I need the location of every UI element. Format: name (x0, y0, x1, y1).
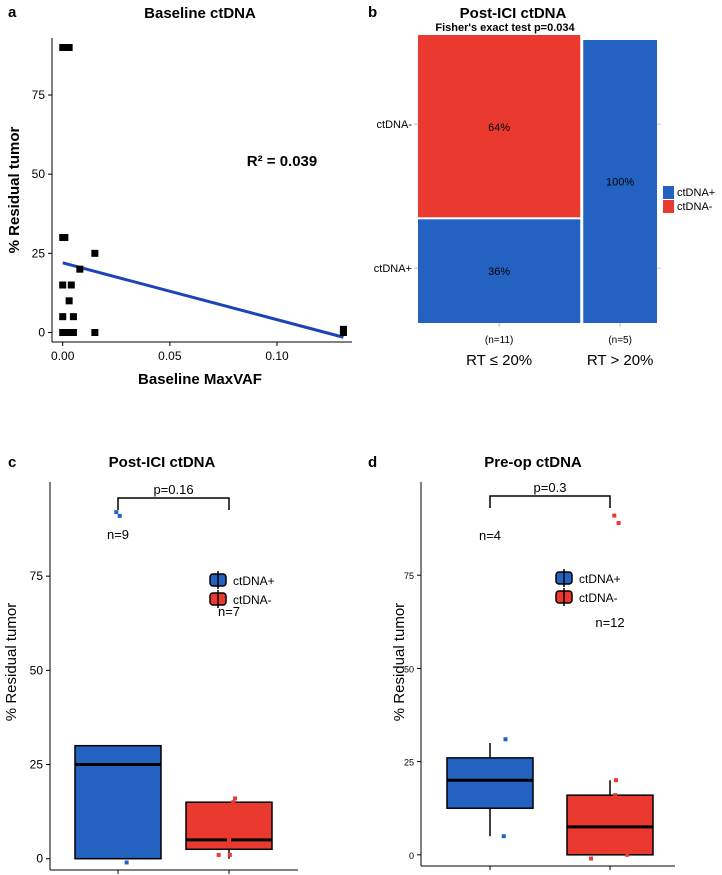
panel-b-legend-label: ctDNA+ (677, 187, 715, 199)
panel-a-point (63, 329, 71, 336)
panel-a-point (91, 329, 99, 336)
panel-a-x-label: Baseline MaxVAF (138, 371, 262, 388)
panel-b-n-label: (n=5) (608, 335, 632, 346)
panel-a-point (59, 44, 67, 51)
panel-a-point (67, 281, 75, 289)
panel-letter-a: a (8, 4, 17, 21)
panel-d-legend-label: ctDNA+ (579, 572, 621, 586)
panel-b-title: Post-ICI ctDNA (460, 5, 567, 22)
panel-d-jitter-point (612, 513, 617, 518)
panel-c-jitter-point (124, 860, 129, 865)
panel-c-box-ctDNA+ (74, 744, 162, 860)
panel-a-y-tick-label: 0 (38, 326, 45, 340)
panel-a-point (65, 297, 73, 305)
panel-a-title: Baseline ctDNA (144, 5, 256, 22)
panel-d-box-ctDNA+ (446, 757, 534, 809)
panel-c-y-label: % Residual tumor (3, 603, 20, 721)
panel-d-n-label: n=12 (595, 615, 624, 630)
panel-c-legend-label: ctDNA- (233, 593, 272, 607)
panel-b-cell-label: 36% (488, 266, 510, 278)
panel-c-comparison-bracket (117, 497, 230, 510)
panel-b-x-tick-label: RT > 20% (587, 352, 654, 369)
panel-c-y-tick-label: 50 (30, 663, 44, 677)
panel-c-jitter-point (114, 510, 119, 515)
panel-b-legend-swatch (663, 186, 674, 199)
panel-c-title: Post-ICI ctDNA (109, 454, 216, 471)
panel-a-x-tick-label: 0.05 (158, 349, 182, 363)
panel-d-n-label: n=4 (479, 528, 501, 543)
panel-a-point (69, 329, 77, 336)
panel-c-y-tick-label: 75 (30, 569, 44, 583)
panel-d-jitter-point (625, 852, 630, 857)
panel-d-jitter-point (501, 834, 506, 839)
panel-letter-b: b (368, 4, 377, 21)
panel-a-y-label: % Residual tumor (6, 126, 23, 253)
panel-d-title: Pre-op ctDNA (484, 454, 582, 471)
panel-d-legend-label: ctDNA- (579, 591, 618, 605)
panel-a-point (59, 281, 67, 289)
panel-a-point (76, 265, 84, 273)
panel-d-y-tick-label: 0 (409, 851, 414, 861)
panel-d-jitter-point (616, 521, 621, 526)
panel-c-y-tick-label: 25 (30, 758, 44, 772)
panel-b-legend-swatch (663, 200, 674, 213)
panel-d-y-tick-label: 75 (404, 571, 414, 581)
panel-d-y-tick-label: 50 (404, 664, 414, 674)
panel-a-point (59, 313, 67, 321)
panel-a-point (339, 325, 347, 333)
panel-c-jitter-point (227, 837, 231, 842)
panel-a-y-tick-label: 75 (32, 88, 46, 102)
panel-c-n-label: n=9 (107, 527, 129, 542)
panel-c-y-tick-label: 0 (36, 852, 43, 866)
panel-a-point (61, 234, 69, 241)
panel-c-jitter-point (216, 852, 221, 857)
panel-c-box-ctDNA- (185, 801, 273, 851)
panel-b-mosaic-cell-ctDNA+ (418, 219, 581, 323)
panel-c-jitter-point (227, 852, 232, 857)
panel-a-y-tick-label: 50 (32, 167, 46, 181)
panel-b-y-tick-label: ctDNA+ (374, 263, 412, 275)
panel-a-x-tick-label: 0.10 (265, 349, 289, 363)
panel-a-point (69, 313, 77, 321)
panel-b-legend-label: ctDNA- (677, 201, 713, 213)
panel-c-jitter-point (117, 513, 122, 518)
panel-b-cell-label: 100% (606, 177, 634, 189)
panel-letter-c: c (8, 454, 16, 471)
panel-d-jitter-point (503, 737, 508, 742)
panel-d-box-ctDNA- (566, 794, 654, 856)
panel-d-y-tick-label: 25 (404, 758, 414, 768)
panel-d-p-value: p=0.3 (534, 480, 567, 495)
panel-b-x-tick-label: RT ≤ 20% (466, 352, 532, 369)
panel-b-y-tick-label: ctDNA- (377, 119, 413, 131)
panel-c-p-value: p=0.16 (153, 482, 193, 497)
panel-a-x-tick-label: 0.00 (51, 349, 75, 363)
panel-a-point (65, 44, 73, 51)
panel-d-jitter-point (589, 856, 594, 861)
panel-d-y-label: % Residual tumor (391, 603, 408, 721)
panel-b-subtitle: Fisher's exact test p=0.034 (435, 22, 575, 34)
panel-c-jitter-point (231, 800, 236, 805)
panel-a-r2-annotation: R² = 0.039 (247, 153, 317, 170)
panel-c-legend-label: ctDNA+ (233, 574, 275, 588)
panel-a-y-tick-label: 25 (32, 246, 46, 260)
panel-c-n-label: n=7 (218, 604, 240, 619)
panel-letter-d: d (368, 454, 377, 471)
panel-b-cell-label: 64% (488, 122, 510, 134)
panel-a-point (91, 249, 99, 257)
panel-d-jitter-point (614, 778, 619, 783)
panel-b-mosaic-cell-ctDNA+ (583, 40, 657, 323)
panel-b-mosaic-cell-ctDNA- (418, 35, 581, 218)
panel-c-jitter-point (233, 796, 238, 801)
panel-b-n-label: (n=11) (485, 335, 513, 346)
panel-d-jitter-point (613, 793, 618, 798)
panel-a-fit-line (62, 261, 344, 339)
panel-d-comparison-bracket (489, 495, 611, 508)
